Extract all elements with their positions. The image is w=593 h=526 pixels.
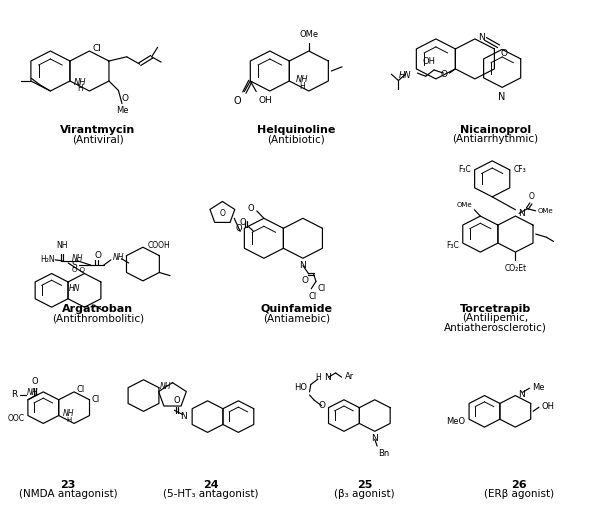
Text: OH: OH <box>259 96 272 105</box>
Text: H: H <box>78 85 83 94</box>
Text: O: O <box>248 204 254 214</box>
Text: O: O <box>236 224 243 234</box>
Text: MeO: MeO <box>447 417 466 426</box>
Text: NH: NH <box>160 381 171 391</box>
Text: O: O <box>529 193 535 201</box>
Text: OH: OH <box>423 57 436 66</box>
Text: N: N <box>478 33 484 42</box>
Text: CO₂Et: CO₂Et <box>505 264 527 272</box>
Text: Me: Me <box>532 382 544 392</box>
Text: (Antiamebic): (Antiamebic) <box>263 313 330 323</box>
Text: O: O <box>173 396 180 405</box>
Text: S: S <box>72 260 78 270</box>
Text: OOC: OOC <box>8 413 25 423</box>
Text: O O: O O <box>72 267 85 274</box>
Text: OMe: OMe <box>457 201 472 208</box>
Text: Cl: Cl <box>93 44 101 53</box>
Text: O: O <box>219 208 225 218</box>
Text: O: O <box>240 218 246 227</box>
Text: (ERβ agonist): (ERβ agonist) <box>484 489 554 500</box>
Text: (NMDA antagonist): (NMDA antagonist) <box>19 489 117 500</box>
Text: NH: NH <box>56 241 68 250</box>
Text: (Antiviral): (Antiviral) <box>72 134 124 145</box>
Text: H: H <box>299 82 305 90</box>
Text: O: O <box>94 251 101 260</box>
Text: NH: NH <box>74 77 87 86</box>
Text: Cl: Cl <box>308 292 317 301</box>
Text: 23: 23 <box>60 480 76 490</box>
Text: O: O <box>302 276 309 285</box>
Text: (Antithrombolitic): (Antithrombolitic) <box>52 313 144 323</box>
Text: NH: NH <box>63 409 75 419</box>
Text: 26: 26 <box>511 480 527 490</box>
Text: F₃C: F₃C <box>447 241 459 250</box>
Text: O: O <box>234 96 241 106</box>
Text: Ar: Ar <box>345 371 355 381</box>
Text: Cl: Cl <box>317 284 326 292</box>
Text: Quinfamide: Quinfamide <box>260 304 333 314</box>
Text: OH: OH <box>541 401 554 411</box>
Text: Bn: Bn <box>378 449 390 458</box>
Text: (Antiarrhythmic): (Antiarrhythmic) <box>452 134 538 145</box>
Text: H: H <box>66 417 71 423</box>
Text: Helquinoline: Helquinoline <box>257 125 336 135</box>
Text: Argatroban: Argatroban <box>62 304 133 314</box>
Text: O: O <box>318 401 326 410</box>
Text: N: N <box>371 434 378 443</box>
Text: Cl: Cl <box>76 385 85 394</box>
Text: N: N <box>518 209 525 218</box>
Text: Virantmycin: Virantmycin <box>60 125 135 135</box>
Text: H: H <box>315 372 321 382</box>
Text: (5-HT₃ antagonist): (5-HT₃ antagonist) <box>162 489 259 500</box>
Text: R: R <box>11 390 17 399</box>
Text: NH: NH <box>72 254 83 264</box>
Text: OMe: OMe <box>538 208 554 214</box>
Text: H₂N: H₂N <box>40 255 55 264</box>
Text: N: N <box>180 412 187 421</box>
Text: (Antilipemic,: (Antilipemic, <box>462 313 528 323</box>
Text: OMe: OMe <box>299 31 318 39</box>
Text: Torcetrapib: Torcetrapib <box>460 304 531 314</box>
Text: O: O <box>440 69 447 79</box>
Text: NH: NH <box>296 75 308 84</box>
Text: 25: 25 <box>357 480 372 490</box>
Text: Antiatherosclerotic): Antiatherosclerotic) <box>444 322 547 333</box>
Text: NH: NH <box>27 388 39 397</box>
Text: COOH: COOH <box>148 240 170 250</box>
Text: HN: HN <box>399 70 412 80</box>
Text: NH: NH <box>113 253 125 262</box>
Text: Cl: Cl <box>92 395 100 404</box>
Text: Me: Me <box>116 106 128 115</box>
Text: O: O <box>31 377 39 386</box>
Text: HO: HO <box>294 383 307 392</box>
Text: HN: HN <box>69 284 81 293</box>
Text: Nicainoprol: Nicainoprol <box>460 125 531 135</box>
Text: F₃C: F₃C <box>458 165 471 174</box>
Text: 24: 24 <box>203 480 218 490</box>
Text: CF₃: CF₃ <box>514 165 526 174</box>
Text: O: O <box>501 49 508 58</box>
Text: N: N <box>518 390 524 399</box>
Text: N: N <box>324 372 330 382</box>
Text: N: N <box>299 261 307 270</box>
Text: (Antibiotic): (Antibiotic) <box>267 134 326 145</box>
Text: O: O <box>122 94 129 103</box>
Text: (β₃ agonist): (β₃ agonist) <box>334 489 395 500</box>
Text: N: N <box>499 92 506 102</box>
